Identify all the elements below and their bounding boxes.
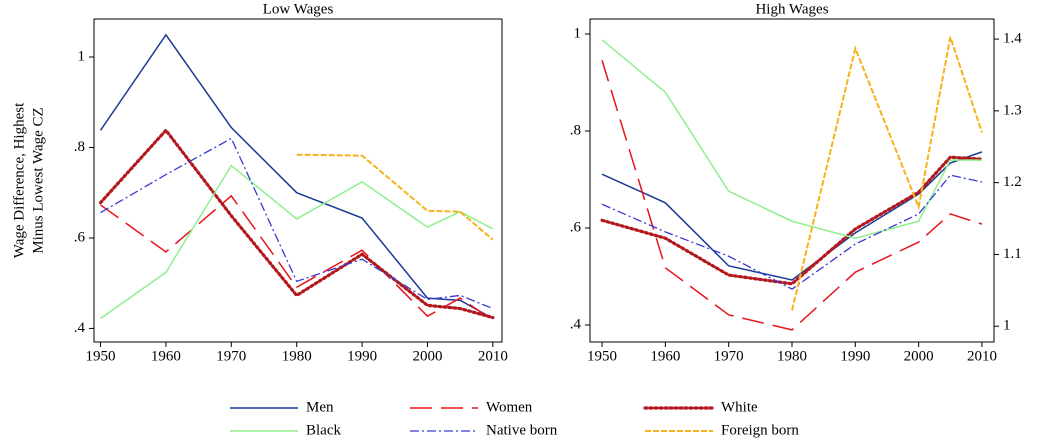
series-line (100, 194, 494, 321)
x-tick-label: 1980 (777, 348, 807, 364)
legend-label: White (721, 399, 758, 415)
x-tick-label: 1960 (151, 348, 181, 364)
y-tick-label: .8 (570, 122, 581, 138)
x-tick-label: 2000 (904, 348, 934, 364)
x-tick-label: 1970 (216, 348, 246, 364)
x-tick-label: 1960 (650, 348, 680, 364)
series-line (100, 164, 494, 320)
series-line (99, 33, 494, 320)
x-tick-label: 2000 (412, 348, 442, 364)
y-axis-label: Minus Lowest Wage CZ (30, 107, 46, 253)
x-tick-label: 1970 (714, 348, 744, 364)
y-axis-label: Wage Difference, Highest (11, 102, 27, 258)
y2-tick-label: 1.3 (1003, 102, 1022, 118)
plot-frame (93, 18, 503, 343)
legend-label: Foreign born (721, 422, 799, 438)
x-tick-label: 1980 (282, 348, 312, 364)
series-line: Native born (601, 174, 983, 290)
legend-label: Native born (486, 422, 558, 438)
y-tick-label: .4 (570, 316, 582, 332)
series-line (100, 137, 494, 310)
chart-title: High Wages (755, 1, 828, 17)
x-tick-label: 2010 (478, 348, 508, 364)
y-tick-label: .8 (74, 139, 85, 155)
y-tick-label: 1 (78, 48, 86, 64)
y-tick-label: .4 (74, 320, 86, 336)
series-line (296, 153, 494, 241)
x-tick-label: 1990 (347, 348, 377, 364)
x-tick-label: 2010 (967, 348, 997, 364)
y2-tick-label: 1 (1003, 318, 1011, 334)
y-tick-label: .6 (74, 229, 86, 245)
y2-tick-label: 1.1 (1003, 246, 1022, 262)
series-line: Foreign born (791, 36, 983, 311)
x-tick-label: 1950 (86, 348, 116, 364)
x-tick-label: 1950 (587, 348, 617, 364)
y-tick-label: .6 (570, 219, 582, 235)
y2-tick-label: 1.2 (1003, 174, 1022, 190)
x-tick-label: 1990 (840, 348, 870, 364)
legend-label: Black (306, 422, 341, 438)
chart-title: Low Wages (263, 1, 334, 17)
series-line (98, 127, 495, 320)
series-line: White (600, 155, 984, 286)
y2-tick-label: 1.4 (1003, 31, 1022, 47)
legend-label: Men (306, 399, 334, 415)
y-tick-label: 1 (574, 25, 582, 41)
series-line: Black (601, 39, 982, 239)
series-line: Women (601, 60, 983, 331)
legend-label: Women (486, 399, 533, 415)
